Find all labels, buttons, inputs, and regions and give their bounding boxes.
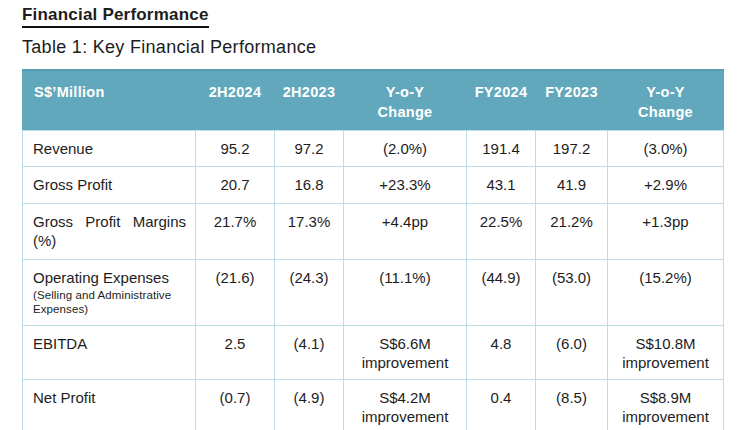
data-cell: 16.8 (275, 166, 344, 203)
data-cell: 0.4 (467, 379, 536, 430)
data-cell: 2.5 (196, 325, 275, 379)
data-cell: 17.3% (275, 203, 344, 259)
row-label: Net Profit (33, 388, 186, 408)
table-row-ebitda: EBITDA 2.5 (4.1) S$6.6M improvement 4.8 … (23, 325, 724, 379)
data-cell: 21.2% (536, 203, 608, 259)
data-cell: (15.2%) (608, 259, 724, 325)
row-label-cell: Net Profit (23, 379, 196, 430)
row-label-cell: Operating Expenses (Selling and Administ… (23, 259, 196, 325)
data-cell: 22.5% (467, 203, 536, 259)
row-label: EBITDA (33, 334, 186, 354)
data-cell: 197.2 (536, 130, 608, 166)
table-header-row: S$’Million 2H2024 2H2023 Y-o-Y Change FY… (23, 70, 724, 130)
data-cell: 41.9 (536, 166, 608, 203)
data-cell: +2.9% (608, 166, 724, 203)
row-label-cell: Revenue (23, 130, 196, 166)
data-cell: (44.9) (467, 259, 536, 325)
data-cell: S$10.8M improvement (608, 325, 724, 379)
report-page: Financial Performance Table 1: Key Finan… (0, 0, 750, 430)
data-cell: +1.3pp (608, 203, 724, 259)
row-label: Gross Profit (33, 175, 186, 195)
data-cell: S$8.9M improvement (608, 379, 724, 430)
data-cell: (4.1) (275, 325, 344, 379)
row-label: Operating Expenses (33, 268, 186, 288)
data-cell: 95.2 (196, 130, 275, 166)
data-cell: (2.0%) (344, 130, 467, 166)
data-cell: 191.4 (467, 130, 536, 166)
data-cell: (3.0%) (608, 130, 724, 166)
header-cell-yoy-full: Y-o-Y Change (608, 70, 724, 130)
data-cell: (21.6) (196, 259, 275, 325)
header-cell-2h2023: 2H2023 (275, 70, 344, 130)
header-cell-2h2024: 2H2024 (196, 70, 275, 130)
row-label: Revenue (33, 139, 186, 159)
row-label-cell: Gross Profit (23, 166, 196, 203)
data-cell: +23.3% (344, 166, 467, 203)
data-cell: S$4.2M improvement (344, 379, 467, 430)
table-caption: Table 1: Key Financial Performance (22, 37, 750, 58)
data-cell: (24.3) (275, 259, 344, 325)
header-cell-unit: S$’Million (23, 70, 196, 130)
table-row-gross-profit-margins: Gross Profit Margins (%) 21.7% 17.3% +4.… (23, 203, 724, 259)
table-row-net-profit: Net Profit (0.7) (4.9) S$4.2M improvemen… (23, 379, 724, 430)
data-cell: 4.8 (467, 325, 536, 379)
page-title: Financial Performance (22, 5, 209, 28)
data-cell: +4.4pp (344, 203, 467, 259)
header-cell-fy2024: FY2024 (467, 70, 536, 130)
table-row-operating-expenses: Operating Expenses (Selling and Administ… (23, 259, 724, 325)
row-label-cell: Gross Profit Margins (%) (23, 203, 196, 259)
table-row-gross-profit: Gross Profit 20.7 16.8 +23.3% 43.1 41.9 … (23, 166, 724, 203)
data-cell: 21.7% (196, 203, 275, 259)
data-cell: (0.7) (196, 379, 275, 430)
data-cell: (4.9) (275, 379, 344, 430)
data-cell: 97.2 (275, 130, 344, 166)
data-cell: (6.0) (536, 325, 608, 379)
data-cell: 43.1 (467, 166, 536, 203)
row-sublabel: (Selling and Administrative Expenses) (33, 289, 186, 316)
data-cell: (53.0) (536, 259, 608, 325)
row-label-cell: EBITDA (23, 325, 196, 379)
header-cell-yoy-half: Y-o-Y Change (344, 70, 467, 130)
row-label: Gross Profit Margins (%) (33, 212, 186, 251)
data-cell: (11.1%) (344, 259, 467, 325)
data-cell: (8.5) (536, 379, 608, 430)
data-cell: 20.7 (196, 166, 275, 203)
financial-table: S$’Million 2H2024 2H2023 Y-o-Y Change FY… (22, 69, 724, 430)
header-cell-fy2023: FY2023 (536, 70, 608, 130)
table-row-revenue: Revenue 95.2 97.2 (2.0%) 191.4 197.2 (3.… (23, 130, 724, 166)
data-cell: S$6.6M improvement (344, 325, 467, 379)
